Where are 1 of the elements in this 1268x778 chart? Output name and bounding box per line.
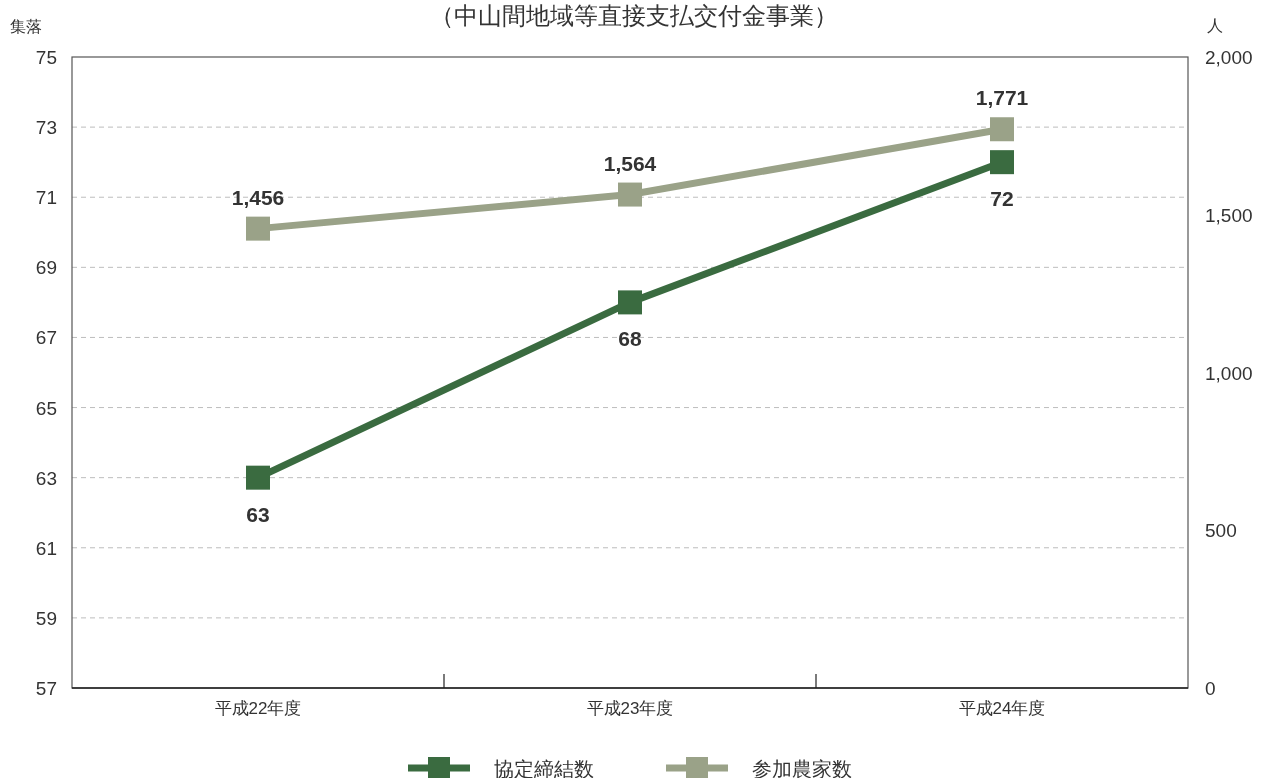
title: （中山間地域等直接支払交付金事業） bbox=[430, 2, 838, 29]
